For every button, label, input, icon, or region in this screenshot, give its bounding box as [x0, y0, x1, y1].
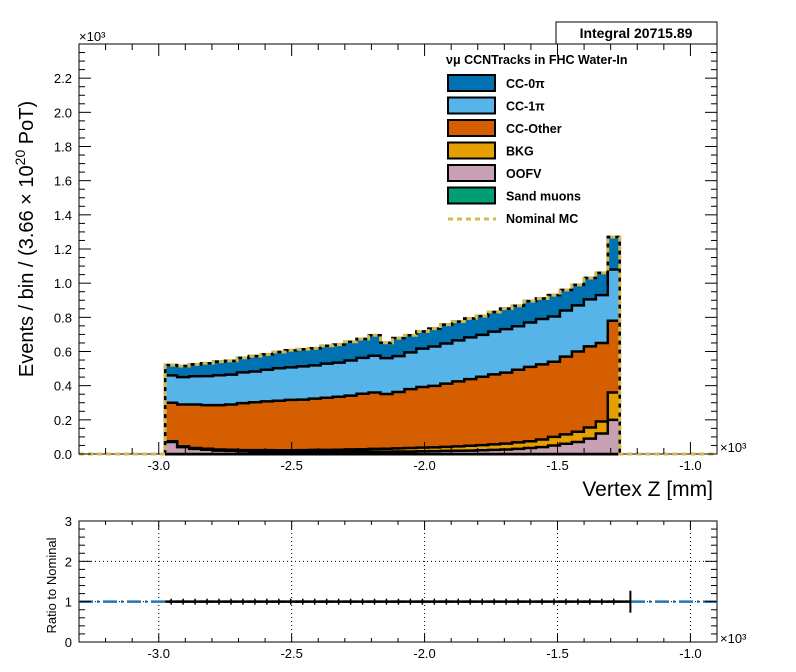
y-tick-label: 0.0 [54, 447, 72, 462]
ratio-y-tick-label: 3 [65, 514, 72, 529]
legend-title: νμ CCNTracks in FHC Water-In [446, 53, 628, 67]
y-multiplier: ×10³ [79, 29, 106, 44]
y-tick-label: 2.0 [54, 105, 72, 120]
y-tick-label: 1.8 [54, 140, 72, 155]
x-axis-label: Vertex Z [mm] [582, 478, 713, 500]
y-label-part: Events / bin / (3.66 × 10 [16, 165, 38, 377]
y-tick-label: 0.6 [54, 345, 72, 360]
legend-swatch [447, 164, 496, 182]
x-tick-label: -3.0 [148, 458, 170, 473]
hist-cc-other [163, 319, 622, 456]
x-tick-label: -1.5 [546, 458, 568, 473]
ratio-y-tick-label: 0 [65, 635, 72, 650]
legend-label: CC-0π [506, 77, 545, 91]
ratio-y-axis-label: Ratio to Nominal [44, 537, 59, 633]
integral-box [555, 21, 718, 45]
legend-swatch [447, 96, 496, 115]
legend-swatch [447, 186, 496, 205]
y-tick-label: 0.4 [54, 379, 72, 394]
legend-label: CC-1π [506, 100, 545, 114]
ratio-x-tick-label: -2.5 [280, 646, 302, 661]
y-tick-label: 0.8 [54, 310, 72, 325]
ratio-x-multiplier: ×10³ [720, 631, 747, 646]
ratio-y-tick-label: 1 [65, 595, 72, 610]
ratio-y-tick-label: 2 [65, 554, 72, 569]
legend-swatch [447, 74, 496, 92]
x-tick-label: -2.5 [280, 458, 302, 473]
y-tick-label: 1.6 [54, 174, 72, 189]
ratio-frame [78, 520, 718, 643]
legend-label: BKG [506, 145, 534, 159]
legend-label: OOFV [506, 167, 542, 181]
y-tick-label: 1.2 [54, 242, 72, 257]
nominal-mc-line [79, 235, 717, 456]
y-tick-label: 1.4 [54, 208, 72, 223]
legend-swatch [447, 141, 496, 160]
legend-label: Sand muons [506, 190, 581, 204]
ratio-x-tick-label: -3.0 [148, 646, 170, 661]
y-label-sup: 20 [12, 150, 28, 166]
x-tick-label: -2.0 [413, 458, 435, 473]
legend-label: Nominal MC [506, 212, 578, 226]
y-tick-label: 0.2 [54, 413, 72, 428]
ratio-x-tick-label: -1.0 [679, 646, 701, 661]
hist-oofv [163, 418, 622, 456]
legend-swatch [447, 119, 496, 137]
x-tick-label: -1.0 [679, 458, 701, 473]
ratio-x-tick-label: -2.0 [413, 646, 435, 661]
integral-label: Integral 20715.89 [580, 25, 693, 41]
y-tick-label: 2.2 [54, 71, 72, 86]
y-tick-label: 1.0 [54, 276, 72, 291]
legend-label: CC-Other [506, 122, 562, 136]
ratio-x-tick-label: -1.5 [546, 646, 568, 661]
y-label-part: PoT) [16, 101, 38, 150]
main-chart: -3.0 -2.5 -2.0 -1.5 -1.0 0.0 0.2 0.4 0.6 0.8 1.0 1.… [12, 21, 747, 500]
x-multiplier: ×10³ [720, 440, 747, 455]
legend-title-text: νμ CCNTracks in FHC Water-In [446, 53, 628, 67]
y-axis-label: Events / bin / (3.66 × 1020 PoT) [12, 101, 38, 377]
